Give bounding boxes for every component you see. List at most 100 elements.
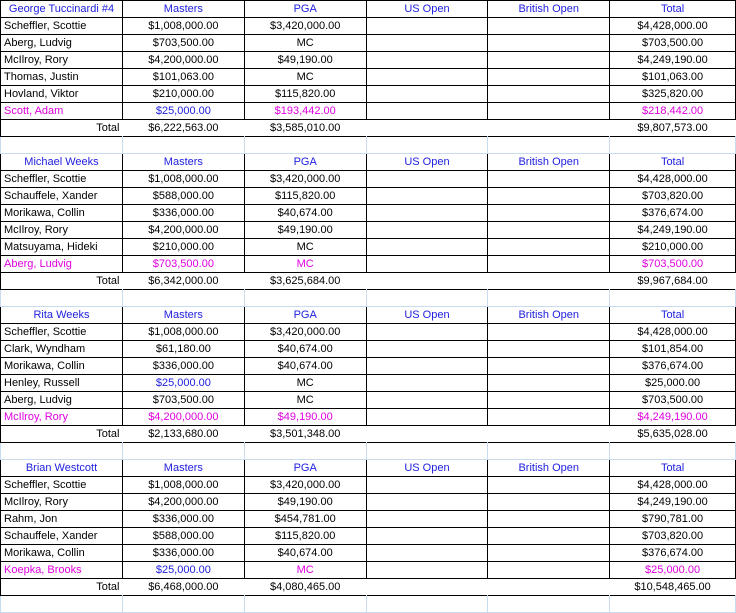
british-value-cell[interactable] [487,323,611,341]
empty-cell[interactable] [365,136,489,154]
us-value-cell[interactable] [365,238,489,256]
empty-cell[interactable] [487,442,611,460]
column-header-cell[interactable]: British Open [487,459,611,477]
british-value-cell[interactable] [487,204,611,222]
column-header-cell[interactable]: Masters [121,153,245,171]
masters-value-cell[interactable]: $210,000.00 [121,238,245,256]
column-header-cell[interactable]: Total [609,459,736,477]
empty-cell[interactable] [243,442,367,460]
pga-value-cell[interactable]: $49,190.00 [243,408,367,426]
empty-cell[interactable] [487,595,611,613]
pga-value-cell[interactable]: $40,674.00 [243,204,367,222]
masters-value-cell[interactable]: $1,008,000.00 [121,476,245,494]
empty-cell[interactable] [0,595,123,613]
player-name-cell[interactable]: Scheffler, Scottie [0,476,123,494]
masters-value-cell[interactable]: $336,000.00 [121,510,245,528]
british-open-total-cell[interactable] [488,579,610,596]
british-open-total-cell[interactable] [488,273,610,290]
player-name-cell[interactable]: McIlroy, Rory [0,51,123,69]
pga-total-cell[interactable]: $3,625,684.00 [270,275,341,287]
player-name-cell[interactable]: McIlroy, Rory [0,408,123,426]
us-open-total-cell[interactable] [366,120,488,137]
pga-value-cell[interactable]: $115,820.00 [243,527,367,545]
total-value-cell[interactable]: $4,428,000.00 [609,476,736,494]
pga-value-cell[interactable]: $115,820.00 [243,187,367,205]
total-value-cell[interactable]: $25,000.00 [609,374,736,392]
british-value-cell[interactable] [487,527,611,545]
us-open-total-cell[interactable] [366,273,488,290]
british-value-cell[interactable] [487,374,611,392]
british-value-cell[interactable] [487,561,611,579]
column-header-cell[interactable]: US Open [365,306,489,324]
masters-total-cell[interactable]: $6,342,000.00 [148,275,219,287]
empty-cell[interactable] [0,442,123,460]
us-value-cell[interactable] [365,510,489,528]
pga-total-cell[interactable]: $3,585,010.00 [270,122,341,134]
pga-value-cell[interactable]: MC [243,255,367,273]
masters-value-cell[interactable]: $4,200,000.00 [121,51,245,69]
total-value-cell[interactable]: $703,500.00 [609,34,736,52]
masters-value-cell[interactable]: $1,008,000.00 [121,323,245,341]
us-value-cell[interactable] [365,17,489,35]
total-value-cell[interactable]: $376,674.00 [609,204,736,222]
column-header-cell[interactable]: PGA [243,153,367,171]
pga-value-cell[interactable]: $3,420,000.00 [243,170,367,188]
total-value-cell[interactable]: $25,000.00 [609,561,736,579]
total-label-cell[interactable]: Total [0,272,123,290]
empty-cell[interactable] [609,289,736,307]
player-name-cell[interactable]: Aberg, Ludvig [0,34,123,52]
british-open-total-cell[interactable] [488,426,610,443]
us-value-cell[interactable] [365,544,489,562]
masters-value-cell[interactable]: $588,000.00 [121,527,245,545]
us-value-cell[interactable] [365,170,489,188]
british-value-cell[interactable] [487,238,611,256]
masters-total-cell[interactable]: $2,133,680.00 [148,428,219,440]
masters-value-cell[interactable]: $703,500.00 [121,391,245,409]
player-name-cell[interactable]: Clark, Wyndham [0,340,123,358]
empty-cell[interactable] [243,289,367,307]
total-value-cell[interactable]: $703,500.00 [609,255,736,273]
total-label-cell[interactable]: Total [0,425,123,443]
empty-cell[interactable] [609,136,736,154]
player-name-cell[interactable]: Aberg, Ludvig [0,255,123,273]
us-value-cell[interactable] [365,102,489,120]
pga-value-cell[interactable]: MC [243,34,367,52]
british-value-cell[interactable] [487,476,611,494]
empty-cell[interactable] [121,595,245,613]
total-value-cell[interactable]: $4,249,190.00 [609,493,736,511]
player-name-cell[interactable]: Koepka, Brooks [0,561,123,579]
owner-name-cell[interactable]: Michael Weeks [0,153,123,171]
pga-value-cell[interactable]: MC [243,374,367,392]
empty-cell[interactable] [243,595,367,613]
player-name-cell[interactable]: McIlroy, Rory [0,493,123,511]
total-value-cell[interactable]: $376,674.00 [609,357,736,375]
empty-cell[interactable] [487,289,611,307]
column-header-cell[interactable]: Total [609,0,736,18]
masters-value-cell[interactable]: $336,000.00 [121,204,245,222]
player-name-cell[interactable]: Thomas, Justin [0,68,123,86]
us-value-cell[interactable] [365,204,489,222]
total-value-cell[interactable]: $4,428,000.00 [609,323,736,341]
player-name-cell[interactable]: Rahm, Jon [0,510,123,528]
owner-name-cell[interactable]: Rita Weeks [0,306,123,324]
us-value-cell[interactable] [365,374,489,392]
empty-cell[interactable] [365,289,489,307]
masters-value-cell[interactable]: $588,000.00 [121,187,245,205]
column-header-cell[interactable]: Total [609,306,736,324]
player-name-cell[interactable]: Schauffele, Xander [0,527,123,545]
column-header-cell[interactable]: British Open [487,0,611,18]
masters-value-cell[interactable]: $25,000.00 [121,561,245,579]
total-value-cell[interactable]: $703,820.00 [609,187,736,205]
column-header-cell[interactable]: British Open [487,306,611,324]
pga-value-cell[interactable]: $40,674.00 [243,357,367,375]
column-header-cell[interactable]: PGA [243,0,367,18]
us-value-cell[interactable] [365,408,489,426]
pga-value-cell[interactable]: $454,781.00 [243,510,367,528]
british-value-cell[interactable] [487,34,611,52]
british-value-cell[interactable] [487,510,611,528]
owner-name-cell[interactable]: Brian Westcott [0,459,123,477]
empty-cell[interactable] [0,289,123,307]
masters-value-cell[interactable]: $336,000.00 [121,357,245,375]
player-name-cell[interactable]: Morikawa, Collin [0,204,123,222]
total-value-cell[interactable]: $790,781.00 [609,510,736,528]
